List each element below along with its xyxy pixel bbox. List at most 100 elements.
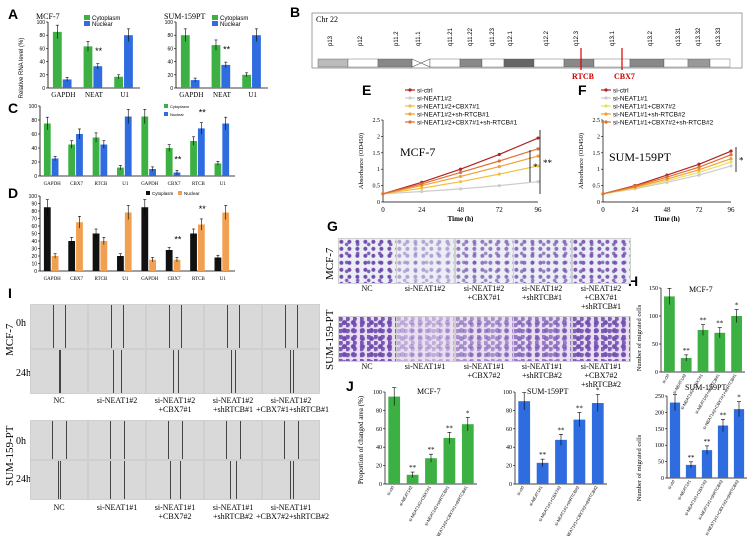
g-micrograph-mcf7 <box>572 238 631 284</box>
e-legend-label: si-NEAT1#2+CBX7#1 <box>417 104 480 111</box>
panel-label-a: A <box>8 6 19 22</box>
e-point <box>536 136 540 140</box>
j1-tick-label: 40 <box>506 445 512 451</box>
e-xtick-label: 48 <box>457 206 465 214</box>
j0-title: MCF-7 <box>417 387 441 396</box>
h1-category-label: si-NEAT1#1+CBX7#2+shRTCB#2 <box>704 478 740 536</box>
i-caption-sum159: si-NEAT1#1 +CBX7#2 <box>154 503 196 521</box>
j0-tick-label: 0 <box>379 482 382 488</box>
a0-bar <box>52 31 62 88</box>
g-micrograph-sum159 <box>455 316 514 362</box>
d-tick-label: 90 <box>31 202 37 208</box>
e-point <box>536 164 540 168</box>
j0-bar <box>461 424 474 484</box>
h0-category-label: si-ctrl <box>661 373 670 384</box>
e-ytick-label: 1 <box>377 167 380 173</box>
f-ylabel: Absorbance (OD450) <box>578 133 585 189</box>
c-bar <box>51 158 59 176</box>
e-legend-label: si-NEAT1#2+sh-RTCB#1 <box>417 112 490 119</box>
f-legend-label: si-NEAT1#1 <box>613 96 648 103</box>
scratch-edge <box>168 421 169 459</box>
i-scratch-sum159-0h <box>262 420 320 460</box>
scratch-edge <box>124 461 125 499</box>
i-scratch-sum159-24h <box>30 460 88 500</box>
panel-f: 0 0.5 1 1.5 2 2.5 0 24 48 72 96 Time (h) Absorbance … <box>575 82 753 224</box>
j0-significance: ** <box>409 464 417 472</box>
g-row-label-mcf7: MCF-7 <box>324 247 336 280</box>
scratch-edge <box>169 305 170 348</box>
c-category-label: CBX7 <box>168 182 181 187</box>
e-ytick-label: 2.5 <box>373 118 381 124</box>
j1-title: SUM-159PT <box>527 387 568 396</box>
j0-tick-label: 60 <box>376 427 382 433</box>
h0-bar <box>697 330 709 372</box>
j0-significance: ** <box>446 424 454 432</box>
g-micrograph-sum159 <box>513 316 572 362</box>
j0-category-label: si-ctrl <box>386 485 395 496</box>
f-legend-marker <box>604 96 608 100</box>
a1-tick-label: 20 <box>167 73 173 79</box>
i-scratch-sum159-24h <box>146 460 204 500</box>
d-bar <box>68 241 76 271</box>
e-xlabel: Time (h) <box>448 215 474 222</box>
j1-category-label: si-NEAT1#1+CBX7#2+shRTCB#2 <box>563 484 599 536</box>
h1-bar <box>685 464 697 478</box>
scratch-edge <box>110 421 111 459</box>
d-significance: ** <box>198 204 206 214</box>
g-micrograph-mcf7 <box>396 238 455 284</box>
panel-label-c: C <box>8 100 19 116</box>
i-scratch-mcf7-24h <box>88 349 146 394</box>
scratch-edge <box>170 461 171 499</box>
chrom-band <box>593 58 631 68</box>
a1-category-label: GAPDH <box>179 91 203 98</box>
i-scratch-mcf7-0h <box>262 304 320 349</box>
chrom-band-label: p12 <box>358 35 364 46</box>
i-scratch-mcf7-0h <box>146 304 204 349</box>
a1-tick-label: 80 <box>167 33 173 39</box>
panel-j: Proportion of changed area (%) 0 20 40 60 80 1… <box>355 380 630 541</box>
e-point <box>536 180 540 184</box>
c-bar <box>141 116 149 176</box>
scratch-edge <box>292 461 294 499</box>
chrom-band-label: q12.2 <box>544 30 550 46</box>
d-bar <box>141 207 149 271</box>
chrom-band <box>629 58 665 68</box>
chrom-band <box>347 58 379 68</box>
j1-tick-label: 60 <box>506 427 512 433</box>
f-point <box>697 170 701 175</box>
e-ylabel: Absorbance (OD450) <box>358 133 365 189</box>
d-tick-label: 40 <box>31 239 37 245</box>
e-point <box>458 174 463 179</box>
a-ylabel: Relative RNA level (%) <box>19 38 25 98</box>
d-category-label: U1 <box>220 277 227 282</box>
chrom-band-label: q11.22 <box>468 27 474 46</box>
g-caption-sum159: si-NEAT1#1 +CBX7#2 +shRTCB#2 <box>580 362 622 389</box>
a1-category-label: NEAT <box>213 91 232 98</box>
i-caption-mcf7: NC <box>53 396 65 405</box>
c-category-label: GAPDH <box>141 182 159 187</box>
d-category-label: GAPDH <box>141 277 159 282</box>
d-bar <box>214 257 222 271</box>
j1-bar <box>555 439 567 484</box>
scratch-edge <box>110 461 111 499</box>
c-bar <box>68 144 76 176</box>
a0-bar <box>93 66 103 88</box>
i-row-0h-sum: 0h <box>16 436 26 447</box>
j1-bar <box>591 403 604 484</box>
scratch-edge <box>230 461 231 499</box>
i-scratch-sum159-0h <box>204 420 262 460</box>
j1-bar <box>518 401 531 484</box>
a0-tick-label: 40 <box>39 60 45 66</box>
f-point <box>633 184 637 188</box>
a1-bar <box>242 74 252 88</box>
scratch-edge <box>52 421 53 459</box>
f-ytick-label: 2 <box>597 134 600 140</box>
panel-label-d: D <box>8 185 19 201</box>
h0-significance: ** <box>716 320 724 328</box>
d-bar <box>222 212 230 271</box>
scratch-edge <box>111 305 112 348</box>
h1-title: SUM-159PT <box>685 383 726 392</box>
d-legend-swatch-cyto <box>146 191 150 195</box>
c-bar <box>76 134 83 176</box>
chrom-band <box>481 58 505 68</box>
